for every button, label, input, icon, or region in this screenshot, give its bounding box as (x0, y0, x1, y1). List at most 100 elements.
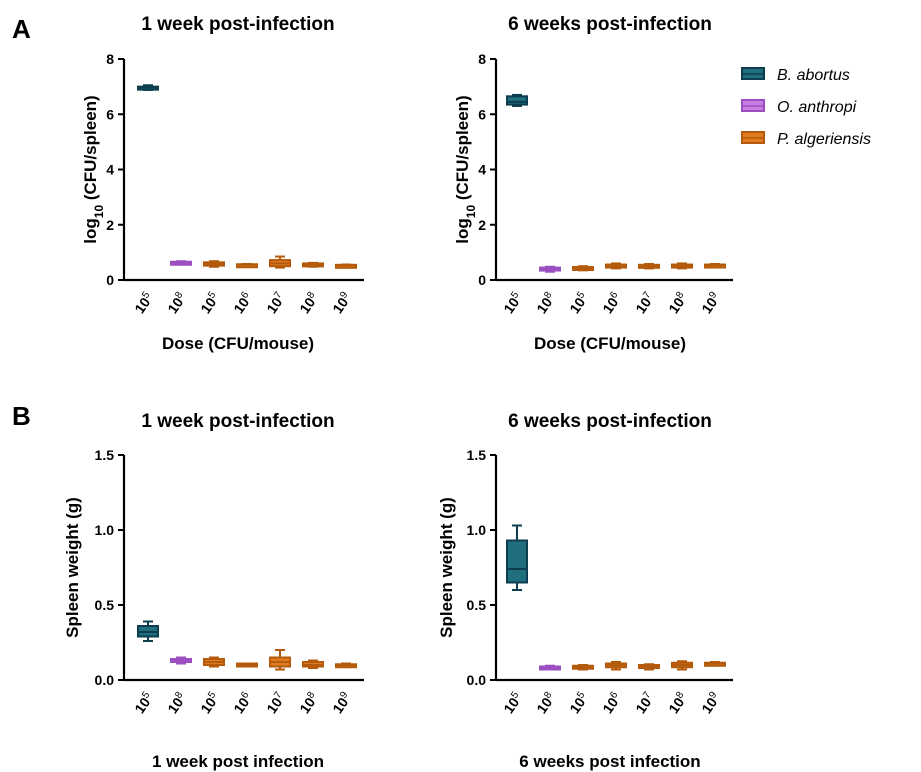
legend-item: B. abortus (741, 67, 850, 84)
panel-letter-b: B (12, 401, 31, 431)
chart-b-1-week: 1 week post-infection 0.0 0.5 1.0 1.5 Spleen … (63, 411, 364, 771)
box-plot (506, 93, 528, 107)
box-plot (704, 661, 726, 667)
x-tick-label: 107 (263, 289, 289, 316)
box-plot (269, 649, 291, 671)
box-plot (572, 664, 594, 671)
box-plot (137, 84, 159, 91)
chart-b-6-weeks: 6 weeks post-infection 0.0 0.5 1.0 1.5 Spleen… (437, 411, 733, 771)
y-tick-label: 0 (106, 272, 114, 288)
box-plot (671, 660, 693, 671)
box-plot (203, 656, 225, 668)
y-axis-label: log10 (CFU/spleen) (453, 95, 478, 243)
x-tick-label: 108 (164, 689, 190, 716)
box-plot (137, 620, 159, 642)
box-plot (335, 662, 357, 669)
y-tick-label: 2 (478, 217, 486, 233)
x-tick-label: 108 (665, 289, 691, 316)
legend-item: O. anthropi (741, 99, 857, 116)
x-axis-label: Dose (CFU/mouse) (534, 334, 686, 353)
box-plot (605, 262, 627, 270)
box-plot (539, 265, 561, 273)
chart-title: 1 week post-infection (141, 411, 334, 432)
box-plot (638, 262, 660, 270)
legend-item: P. algeriensis (741, 131, 871, 148)
box-plot (638, 663, 660, 671)
box-plot (605, 661, 627, 671)
box-plot (539, 664, 561, 671)
y-axis-label: Spleen weight (g) (437, 497, 456, 638)
x-tick-label: 105 (500, 689, 526, 716)
x-tick-label: 109 (329, 289, 355, 316)
x-axis-label: 6 weeks post infection (519, 752, 700, 771)
y-tick-label: 8 (478, 51, 486, 67)
x-tick-label: 105 (131, 289, 157, 316)
x-tick-label: 105 (197, 289, 223, 316)
legend-label: B. abortus (777, 67, 850, 84)
y-tick-label: 0 (478, 272, 486, 288)
y-tick-label: 0.0 (467, 672, 487, 688)
chart-a-6-weeks: 6 weeks post-infection 0 2 4 6 8 log10 (CFU/sp… (453, 14, 733, 353)
box-plot (506, 524, 528, 591)
box-plot (704, 262, 726, 269)
box-plot (236, 662, 258, 668)
panel-letter-a: A (12, 14, 31, 44)
x-tick-label: 109 (698, 289, 724, 316)
y-tick-label: 4 (106, 162, 114, 178)
x-tick-label: 108 (296, 289, 322, 316)
chart-title: 1 week post-infection (141, 14, 334, 35)
y-tick-label: 1.5 (95, 447, 115, 463)
x-tick-label: 108 (665, 689, 691, 716)
box-plot (269, 255, 291, 269)
x-tick-label: 107 (632, 289, 658, 316)
x-tick-label: 106 (230, 689, 256, 716)
y-tick-label: 1.0 (467, 522, 487, 538)
x-tick-label: 108 (533, 289, 559, 316)
box-plot (203, 260, 225, 268)
x-tick-label: 108 (533, 689, 559, 716)
legend-label: P. algeriensis (777, 131, 871, 148)
x-tick-label: 109 (329, 689, 355, 716)
y-axis-label: log10 (CFU/spleen) (81, 95, 106, 243)
legend-label: O. anthropi (777, 99, 857, 116)
box-plot (302, 659, 324, 669)
x-tick-label: 107 (263, 689, 289, 716)
box-plot (170, 656, 192, 665)
box-plot (170, 260, 192, 266)
y-tick-label: 6 (478, 106, 486, 122)
chart-title: 6 weeks post-infection (508, 411, 712, 432)
box-plot (335, 263, 357, 269)
x-tick-label: 108 (296, 689, 322, 716)
y-tick-label: 2 (106, 217, 114, 233)
box-body (506, 95, 528, 106)
y-axis-label: Spleen weight (g) (63, 497, 82, 638)
box-plot (236, 262, 258, 269)
x-tick-label: 106 (599, 689, 625, 716)
box-plot (302, 261, 324, 268)
x-tick-label: 106 (230, 289, 256, 316)
y-tick-label: 1.5 (467, 447, 487, 463)
legend: B. abortus O. anthropi P. algeriensis (741, 67, 871, 148)
y-tick-label: 6 (106, 106, 114, 122)
x-tick-label: 105 (566, 289, 592, 316)
x-tick-label: 105 (131, 689, 157, 716)
y-tick-label: 4 (478, 162, 486, 178)
x-tick-label: 105 (566, 689, 592, 716)
chart-a-1-week: 1 week post-infection 0 2 4 6 8 log10 (CFU/spl… (81, 14, 364, 353)
x-axis-label: Dose (CFU/mouse) (162, 334, 314, 353)
x-tick-label: 106 (599, 289, 625, 316)
x-tick-label: 107 (632, 689, 658, 716)
y-tick-label: 8 (106, 51, 114, 67)
box-body (506, 539, 528, 584)
x-tick-label: 105 (197, 689, 223, 716)
x-tick-label: 109 (698, 689, 724, 716)
y-tick-label: 0.5 (467, 597, 487, 613)
y-tick-label: 0.5 (95, 597, 115, 613)
x-axis-label: 1 week post infection (152, 752, 324, 771)
x-tick-label: 105 (500, 289, 526, 316)
y-tick-label: 1.0 (95, 522, 115, 538)
box-plot (572, 265, 594, 272)
chart-title: 6 weeks post-infection (508, 14, 712, 35)
box-plot (671, 262, 693, 270)
